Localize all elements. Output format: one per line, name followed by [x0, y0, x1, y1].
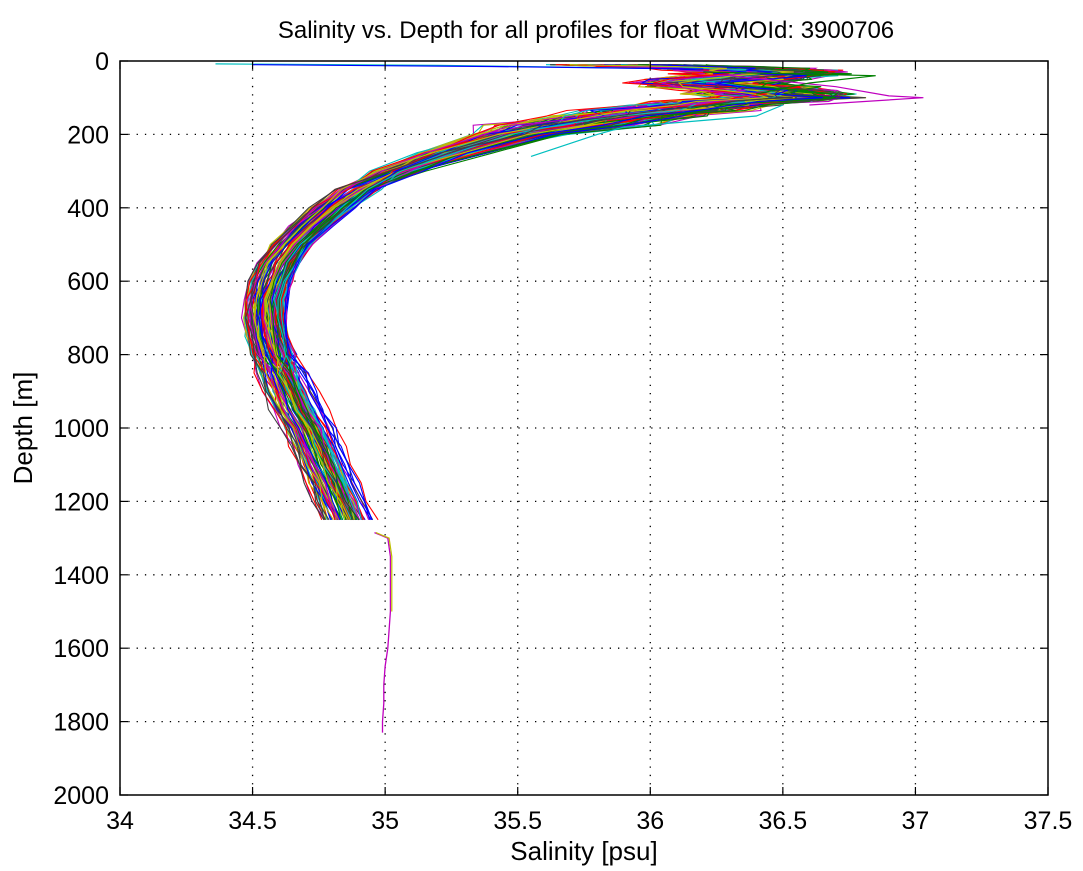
y-axis-ticks: 0 200 400 600 800 1000 1200 1400 1600 1800 2000 [53, 48, 1048, 810]
warm-outlier-line [530, 104, 784, 157]
warm-outlier-line [729, 75, 924, 106]
y-tick-label: 1400 [53, 562, 109, 590]
x-tick-label: 37.5 [1024, 807, 1073, 835]
profile-line [284, 64, 761, 520]
x-axis-label: Salinity [psu] [510, 836, 657, 866]
y-tick-label: 600 [67, 268, 109, 296]
y-tick-label: 1000 [53, 415, 109, 443]
deep-profile-line [374, 531, 392, 733]
surface-outlier-line [252, 64, 704, 70]
x-tick-label: 35.5 [493, 807, 542, 835]
y-tick-label: 800 [67, 342, 109, 370]
profile-line [277, 64, 851, 521]
y-tick-label: 1200 [53, 488, 109, 516]
y-tick-label: 0 [95, 48, 109, 76]
profile-line [276, 64, 793, 521]
profile-line [249, 64, 761, 521]
x-axis-ticks: 34 34.5 35 35.5 36 36.5 37 37.5 [106, 61, 1072, 835]
x-tick-label: 34.5 [228, 807, 277, 835]
profile-line [264, 64, 795, 521]
deep-profile-line-2 [375, 532, 393, 612]
profile-line [283, 64, 824, 520]
chart-title: Salinity vs. Depth for all profiles for … [278, 17, 894, 44]
x-tick-label: 34 [106, 807, 134, 835]
y-axis-label: Depth [m] [8, 372, 38, 485]
profile-line [245, 64, 768, 520]
warm-outlier-line [703, 71, 876, 95]
profile-line [269, 64, 812, 521]
x-tick-label: 36 [636, 807, 664, 835]
y-tick-label: 200 [67, 121, 109, 149]
y-tick-label: 400 [67, 195, 109, 223]
y-tick-label: 2000 [53, 782, 109, 810]
profile-lines [215, 63, 924, 733]
x-tick-label: 35 [371, 807, 399, 835]
profile-line [253, 64, 769, 521]
y-tick-label: 1800 [53, 709, 109, 737]
y-tick-label: 1600 [53, 635, 109, 663]
x-tick-label: 37 [902, 807, 930, 835]
x-tick-label: 36.5 [759, 807, 808, 835]
